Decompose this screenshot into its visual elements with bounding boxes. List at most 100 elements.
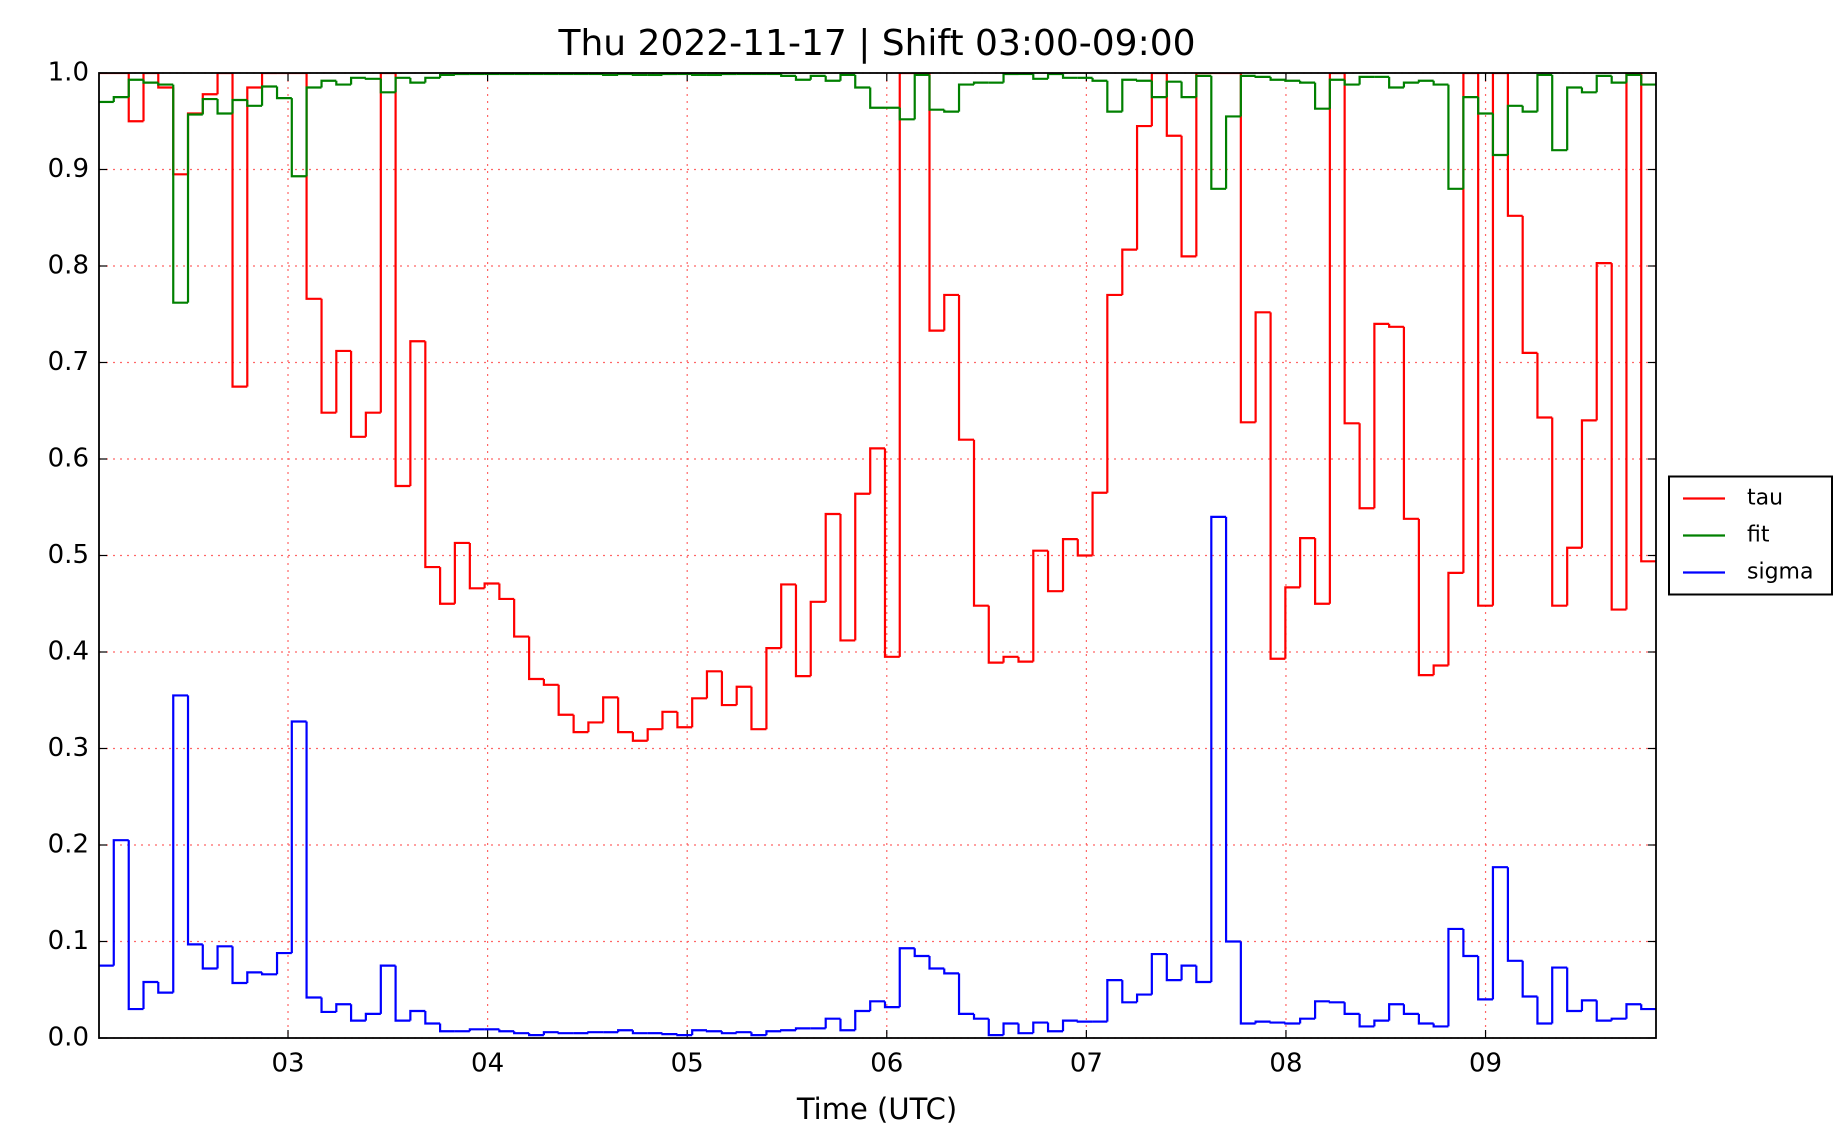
step-segment bbox=[1091, 77, 1108, 82]
step-segment bbox=[1566, 86, 1582, 151]
step-segment bbox=[572, 714, 589, 734]
step-segment bbox=[735, 1031, 752, 1034]
step-segment bbox=[1521, 105, 1538, 113]
step-segment bbox=[1625, 73, 1642, 83]
step-segment bbox=[1447, 927, 1464, 1027]
step-segment bbox=[1640, 74, 1656, 86]
step-segment bbox=[201, 97, 218, 115]
step-segment bbox=[809, 74, 826, 80]
step-segment bbox=[498, 583, 515, 601]
step-segment bbox=[854, 74, 871, 89]
step-segment bbox=[1150, 80, 1167, 99]
step-segment bbox=[305, 86, 322, 177]
step-segment bbox=[735, 685, 752, 706]
step-segment bbox=[305, 721, 322, 999]
step-segment bbox=[1477, 73, 1493, 607]
step-segment bbox=[617, 73, 633, 76]
step-segment bbox=[424, 1010, 441, 1025]
step-segment bbox=[1210, 75, 1227, 190]
step-segment bbox=[1640, 1004, 1656, 1011]
y-tick-label: 0.7 bbox=[48, 347, 89, 377]
step-segment bbox=[1061, 73, 1078, 79]
step-segment bbox=[1477, 97, 1493, 115]
y-tick-label: 0.9 bbox=[48, 154, 89, 184]
step-segment bbox=[172, 84, 189, 304]
step-segment bbox=[172, 87, 189, 176]
step-segment bbox=[1299, 537, 1316, 588]
step-segment bbox=[1625, 73, 1642, 610]
step-segment bbox=[1106, 80, 1123, 113]
step-segment bbox=[972, 439, 989, 607]
step-segment bbox=[1195, 965, 1212, 984]
step-segment bbox=[1121, 78, 1138, 112]
step-segment bbox=[1358, 423, 1375, 510]
step-segment bbox=[231, 73, 248, 388]
step-segment bbox=[557, 684, 574, 716]
step-segment bbox=[691, 1029, 707, 1036]
step-segment bbox=[1462, 928, 1479, 958]
step-segment bbox=[1402, 1004, 1419, 1015]
step-segment bbox=[379, 78, 396, 94]
step-segment bbox=[1284, 1022, 1301, 1025]
step-segment bbox=[513, 1031, 530, 1035]
step-segment bbox=[1121, 248, 1138, 295]
step-segment bbox=[617, 1029, 633, 1033]
step-segment bbox=[1536, 996, 1553, 1025]
step-segment bbox=[513, 598, 530, 638]
step-segment bbox=[364, 77, 381, 80]
step-segment bbox=[1373, 1019, 1390, 1027]
step-segment bbox=[1239, 941, 1256, 1025]
step-segment bbox=[661, 1033, 678, 1036]
step-segment bbox=[957, 973, 975, 1015]
step-segment bbox=[201, 93, 218, 114]
step-segment bbox=[260, 972, 278, 976]
step-segment bbox=[1417, 518, 1434, 677]
step-segment bbox=[750, 1032, 767, 1037]
step-segment bbox=[1239, 74, 1256, 117]
step-segment bbox=[275, 951, 292, 975]
step-segment bbox=[1106, 293, 1123, 493]
step-segment bbox=[542, 1031, 559, 1036]
step-segment bbox=[1432, 80, 1449, 86]
step-segment bbox=[1595, 1000, 1612, 1022]
step-segment bbox=[1195, 73, 1212, 257]
step-segment bbox=[602, 696, 619, 723]
step-segment bbox=[1610, 75, 1627, 84]
step-segment bbox=[972, 1013, 989, 1020]
step-segment bbox=[157, 82, 174, 86]
step-segment bbox=[246, 971, 263, 983]
step-segment bbox=[142, 980, 159, 1010]
step-segment bbox=[320, 298, 337, 414]
step-segment bbox=[1447, 571, 1464, 666]
step-segment bbox=[1432, 1023, 1449, 1028]
step-segment bbox=[364, 1012, 381, 1021]
step-segment bbox=[453, 73, 470, 76]
step-segment bbox=[528, 1033, 544, 1037]
step-segment bbox=[1417, 79, 1434, 83]
step-segment bbox=[1061, 1019, 1078, 1032]
step-segment bbox=[1358, 75, 1375, 85]
legend-label: sigma bbox=[1747, 560, 1813, 585]
step-segment bbox=[186, 695, 203, 946]
step-segment bbox=[987, 1018, 1004, 1037]
step-segment bbox=[869, 87, 885, 109]
step-segment bbox=[335, 1003, 352, 1012]
step-segment bbox=[349, 76, 366, 85]
step-segment bbox=[528, 636, 544, 681]
step-segment bbox=[1595, 74, 1612, 93]
step-segment bbox=[705, 670, 722, 699]
step-segment bbox=[928, 74, 945, 111]
step-segment bbox=[928, 73, 945, 332]
step-segment bbox=[1150, 952, 1167, 995]
y-tick-label: 1.0 bbox=[48, 58, 89, 88]
step-segment bbox=[913, 948, 930, 958]
step-segment bbox=[1640, 73, 1656, 563]
step-segment bbox=[335, 80, 352, 86]
step-segment bbox=[883, 1001, 900, 1009]
step-segment bbox=[661, 73, 678, 76]
step-segment bbox=[1224, 115, 1241, 189]
step-segment bbox=[824, 1017, 841, 1029]
y-tick-label: 0.0 bbox=[48, 1023, 89, 1053]
step-segment bbox=[824, 75, 841, 82]
step-segment bbox=[438, 1023, 455, 1033]
